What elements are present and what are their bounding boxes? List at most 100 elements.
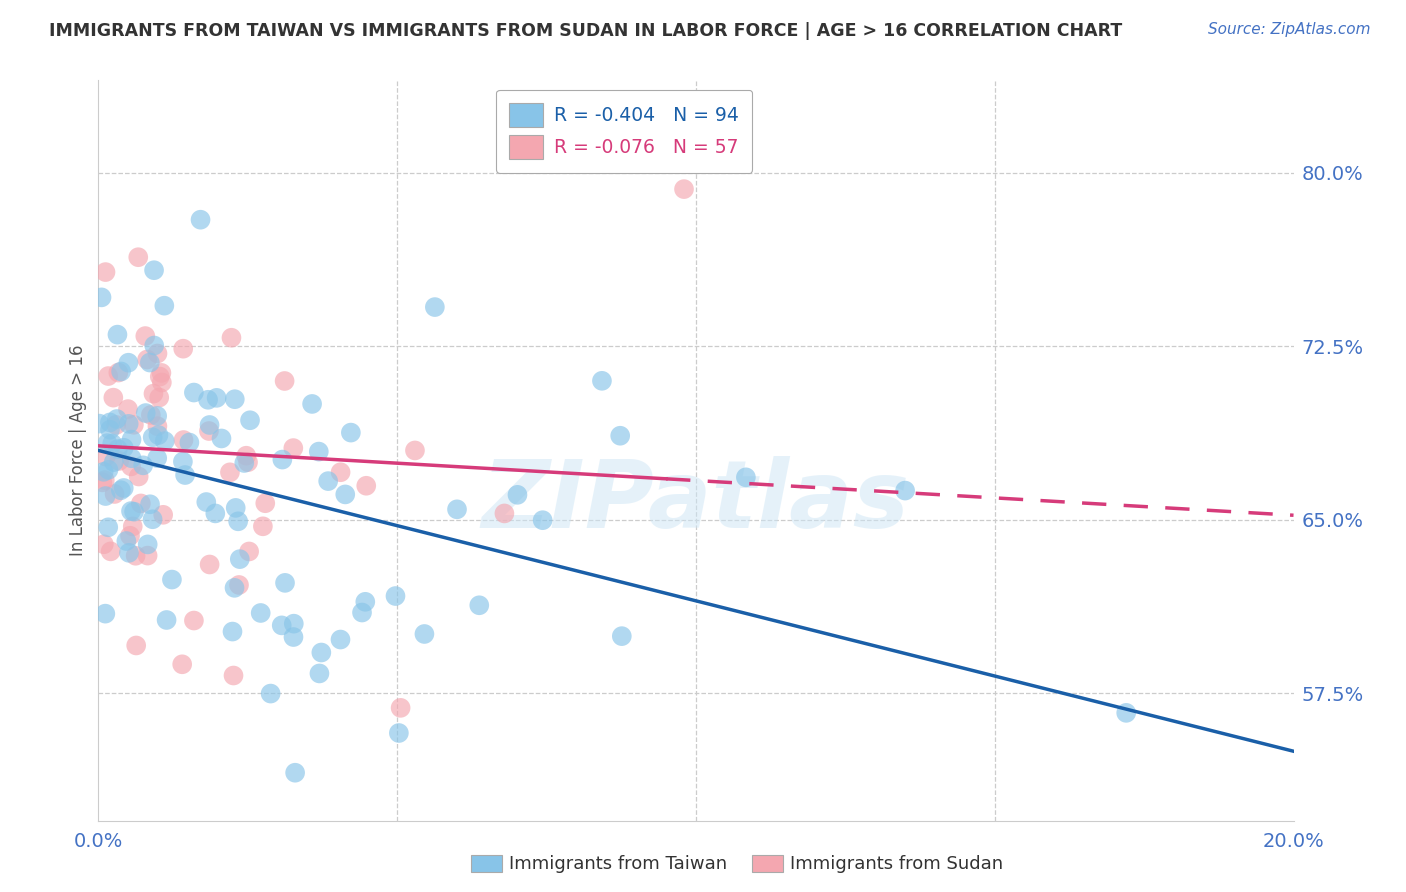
Point [228, 578, 250, 592]
Point [610, 629, 633, 643]
Point [197, 392, 219, 407]
Point [149, 369, 172, 384]
Point [94, 450, 117, 464]
Point [89, 417, 111, 431]
Point [117, 402, 139, 417]
Point [103, 455, 125, 469]
Point [97, 463, 120, 477]
Point [221, 331, 243, 345]
Point [172, 657, 194, 672]
Point [103, 487, 125, 501]
Point [468, 599, 491, 613]
Point [190, 212, 212, 227]
Point [142, 386, 165, 401]
Point [146, 409, 169, 423]
Point [172, 455, 194, 469]
Point [173, 433, 195, 447]
Point [270, 618, 292, 632]
Point [316, 474, 339, 488]
Point [273, 374, 295, 388]
Point [283, 616, 305, 631]
Point [118, 529, 141, 543]
Point [531, 513, 554, 527]
Point [404, 443, 426, 458]
Point [142, 512, 165, 526]
Point [225, 500, 247, 515]
Point [335, 487, 357, 501]
Point [329, 632, 352, 647]
Point [205, 391, 228, 405]
Point [506, 488, 529, 502]
Point [122, 505, 145, 519]
Point [354, 595, 377, 609]
Point [254, 496, 277, 510]
Point [127, 250, 149, 264]
Point [90, 290, 112, 304]
Point [153, 299, 176, 313]
Point [112, 441, 135, 455]
Point [308, 444, 330, 458]
Point [129, 496, 152, 510]
Point [134, 329, 156, 343]
Point [252, 519, 274, 533]
Point [198, 424, 221, 438]
Point [97, 369, 120, 384]
Point [1115, 706, 1137, 720]
Point [235, 449, 257, 463]
Point [98, 423, 121, 437]
Point [219, 466, 242, 480]
Point [609, 428, 631, 442]
Point [93, 465, 115, 479]
Point [136, 352, 159, 367]
Point [110, 483, 132, 498]
Legend: R = -0.404   N = 94, R = -0.076   N = 57: R = -0.404 N = 94, R = -0.076 N = 57 [496, 90, 752, 172]
Point [148, 428, 170, 442]
Point [120, 504, 142, 518]
Point [308, 666, 330, 681]
Text: Source: ZipAtlas.com: Source: ZipAtlas.com [1208, 22, 1371, 37]
Point [494, 507, 516, 521]
Point [384, 589, 406, 603]
Point [121, 519, 143, 533]
Point [110, 364, 132, 378]
Point [142, 430, 165, 444]
Point [135, 406, 157, 420]
Point [221, 624, 243, 639]
Point [97, 520, 120, 534]
Point [274, 575, 297, 590]
Point [146, 451, 169, 466]
Point [198, 417, 221, 432]
Point [121, 451, 143, 466]
Point [91, 475, 114, 490]
Point [673, 182, 696, 196]
Point [894, 483, 917, 498]
Point [139, 355, 162, 369]
Point [94, 489, 117, 503]
Point [150, 376, 173, 390]
Point [108, 454, 131, 468]
Point [153, 434, 176, 448]
Point [132, 458, 155, 473]
Point [98, 416, 121, 430]
Point [139, 408, 162, 422]
Point [143, 338, 166, 352]
Point [94, 473, 117, 487]
Point [211, 432, 233, 446]
Text: Immigrants from Taiwan: Immigrants from Taiwan [509, 855, 727, 873]
Point [124, 549, 146, 563]
Point [446, 502, 468, 516]
Point [101, 436, 124, 450]
Point [105, 412, 128, 426]
Point [172, 342, 194, 356]
Point [107, 327, 129, 342]
Point [226, 514, 249, 528]
Point [311, 646, 333, 660]
Point [388, 726, 411, 740]
Point [96, 436, 118, 450]
Point [150, 366, 173, 380]
Point [107, 442, 129, 456]
Point [301, 397, 323, 411]
Point [413, 627, 436, 641]
Point [136, 537, 159, 551]
Point [283, 441, 305, 455]
